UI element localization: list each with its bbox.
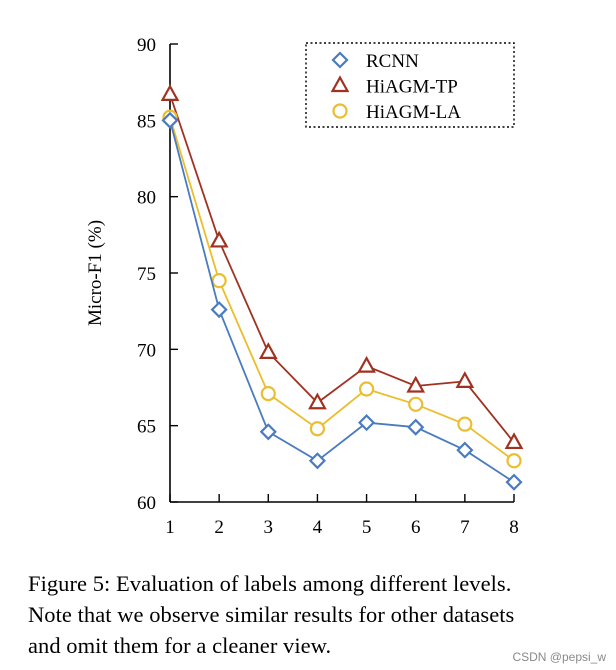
x-tick-label: 3	[264, 517, 274, 538]
x-tick-label: 2	[214, 517, 224, 538]
y-tick-label: 65	[137, 417, 156, 438]
chart-series	[160, 84, 524, 491]
data-point	[358, 381, 375, 397]
series-hiagm-tp	[160, 84, 524, 450]
caption-line-1: Figure 5: Evaluation of labels among dif…	[28, 571, 512, 596]
data-point	[407, 418, 425, 436]
line-chart: 60 65 70 75 80 85 90 1 2 3 4 5 6 7 8 RCNN HiAGM-TP HiAGM…	[85, 35, 524, 538]
caption-line-3: and omit them for a cleaner view.	[28, 633, 332, 658]
caption-line-2: Note that we observe similar results for…	[28, 602, 515, 627]
data-point	[358, 414, 376, 432]
data-point	[258, 342, 278, 359]
data-point	[504, 432, 524, 450]
series-line	[169, 120, 515, 483]
x-tick-label: 4	[313, 517, 323, 538]
data-point	[406, 375, 426, 393]
data-point	[210, 301, 228, 319]
data-point	[505, 473, 523, 491]
data-point	[308, 392, 327, 410]
legend-label: HiAGM-TP	[366, 77, 458, 98]
legend-marker	[331, 51, 349, 69]
legend-label: HiAGM-LA	[366, 102, 461, 123]
series-line	[169, 117, 515, 462]
y-tick-label: 60	[137, 493, 156, 514]
y-tick-label: 80	[137, 188, 156, 209]
data-point	[457, 416, 473, 432]
y-axis-label: Micro-F1 (%)	[85, 220, 106, 326]
figure-caption: Figure 5: Evaluation of labels among dif…	[28, 568, 614, 661]
series-rcnn	[161, 111, 523, 491]
series-line	[169, 94, 515, 444]
data-point	[160, 84, 180, 101]
chart-axes: 60 65 70 75 80 85 90 1 2 3 4 5 6 7 8	[137, 35, 519, 538]
data-point	[161, 111, 179, 129]
data-point	[308, 452, 326, 470]
legend-marker	[332, 103, 348, 119]
x-tick-label: 8	[509, 517, 519, 538]
y-tick-label: 75	[137, 264, 156, 285]
y-tick-label: 90	[137, 35, 156, 56]
data-point	[455, 371, 475, 388]
data-point	[309, 421, 326, 437]
data-point	[357, 355, 376, 373]
data-point	[209, 230, 229, 248]
data-point	[259, 423, 277, 441]
data-point	[506, 453, 522, 469]
data-point	[211, 273, 227, 289]
x-tick-label: 5	[362, 517, 372, 538]
data-point	[456, 441, 474, 459]
data-point	[408, 396, 424, 412]
x-tick-label: 1	[165, 517, 175, 538]
watermark: CSDN @pepsi_w	[512, 650, 606, 664]
x-tick-label: 6	[411, 517, 421, 538]
y-tick-label: 85	[137, 111, 156, 132]
y-tick-label: 70	[137, 340, 156, 361]
legend-marker	[330, 75, 350, 93]
series-hiagm-la	[162, 109, 522, 469]
data-point	[260, 386, 276, 402]
legend-label: RCNN	[366, 51, 419, 72]
chart-legend: RCNN HiAGM-TP HiAGM-LA	[305, 42, 515, 128]
x-tick-label: 7	[460, 517, 470, 538]
